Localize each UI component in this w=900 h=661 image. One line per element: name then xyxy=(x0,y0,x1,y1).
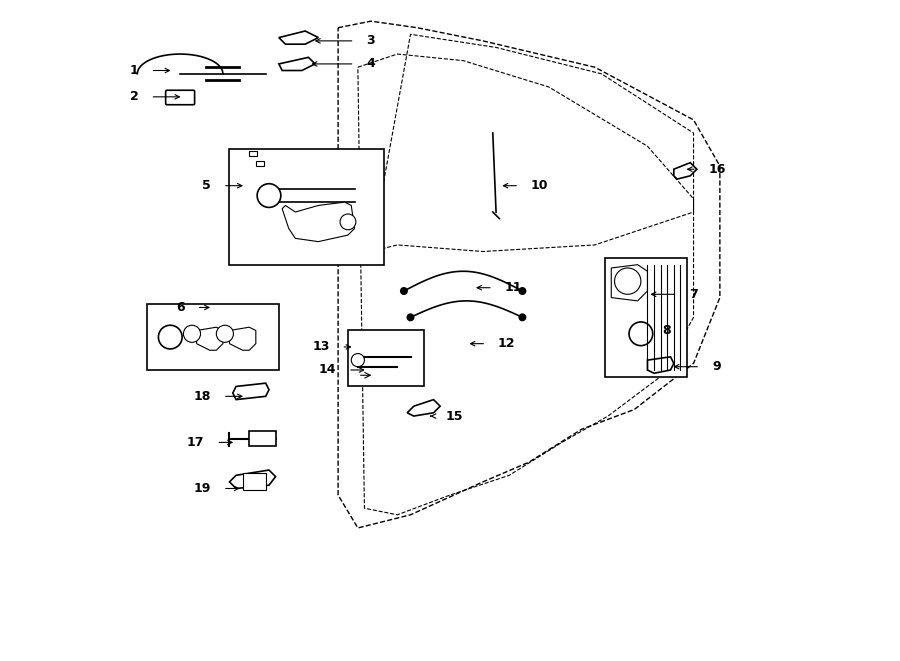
Text: 7: 7 xyxy=(688,288,698,301)
Circle shape xyxy=(407,314,414,321)
Text: 4: 4 xyxy=(366,58,375,71)
Circle shape xyxy=(184,325,201,342)
Circle shape xyxy=(400,288,407,294)
Text: 1: 1 xyxy=(130,64,139,77)
Circle shape xyxy=(519,288,526,294)
Bar xyxy=(256,161,264,166)
Text: 12: 12 xyxy=(498,337,516,350)
Bar xyxy=(605,258,687,377)
Circle shape xyxy=(340,214,356,230)
Circle shape xyxy=(158,325,182,349)
Bar xyxy=(243,473,266,490)
Text: 16: 16 xyxy=(708,163,726,176)
Text: 15: 15 xyxy=(446,410,463,422)
Bar xyxy=(348,330,424,387)
Circle shape xyxy=(629,322,652,346)
Text: 14: 14 xyxy=(319,364,336,377)
Polygon shape xyxy=(283,202,355,242)
Bar xyxy=(230,149,384,264)
Text: 6: 6 xyxy=(176,301,184,314)
Polygon shape xyxy=(230,470,275,488)
Polygon shape xyxy=(407,400,440,416)
Polygon shape xyxy=(647,357,674,373)
Polygon shape xyxy=(196,327,223,350)
Text: 11: 11 xyxy=(505,281,522,294)
Text: 8: 8 xyxy=(662,324,671,337)
Text: 9: 9 xyxy=(712,360,721,373)
Circle shape xyxy=(351,354,364,367)
Polygon shape xyxy=(611,264,647,301)
Polygon shape xyxy=(279,31,319,44)
Circle shape xyxy=(615,268,641,294)
Bar xyxy=(148,304,279,370)
Bar xyxy=(249,431,275,446)
Text: 13: 13 xyxy=(312,340,329,354)
Text: 19: 19 xyxy=(194,482,212,495)
Circle shape xyxy=(216,325,233,342)
Circle shape xyxy=(519,314,526,321)
Bar xyxy=(249,151,257,156)
Text: 2: 2 xyxy=(130,91,139,103)
Text: 10: 10 xyxy=(531,179,548,192)
Text: 3: 3 xyxy=(366,34,375,48)
Polygon shape xyxy=(230,327,256,350)
Polygon shape xyxy=(233,383,269,400)
FancyBboxPatch shape xyxy=(166,91,194,104)
Text: 5: 5 xyxy=(202,179,211,192)
Text: 18: 18 xyxy=(194,390,212,403)
Circle shape xyxy=(257,184,281,208)
Text: 17: 17 xyxy=(187,436,204,449)
Polygon shape xyxy=(674,163,697,179)
Polygon shape xyxy=(279,58,315,71)
